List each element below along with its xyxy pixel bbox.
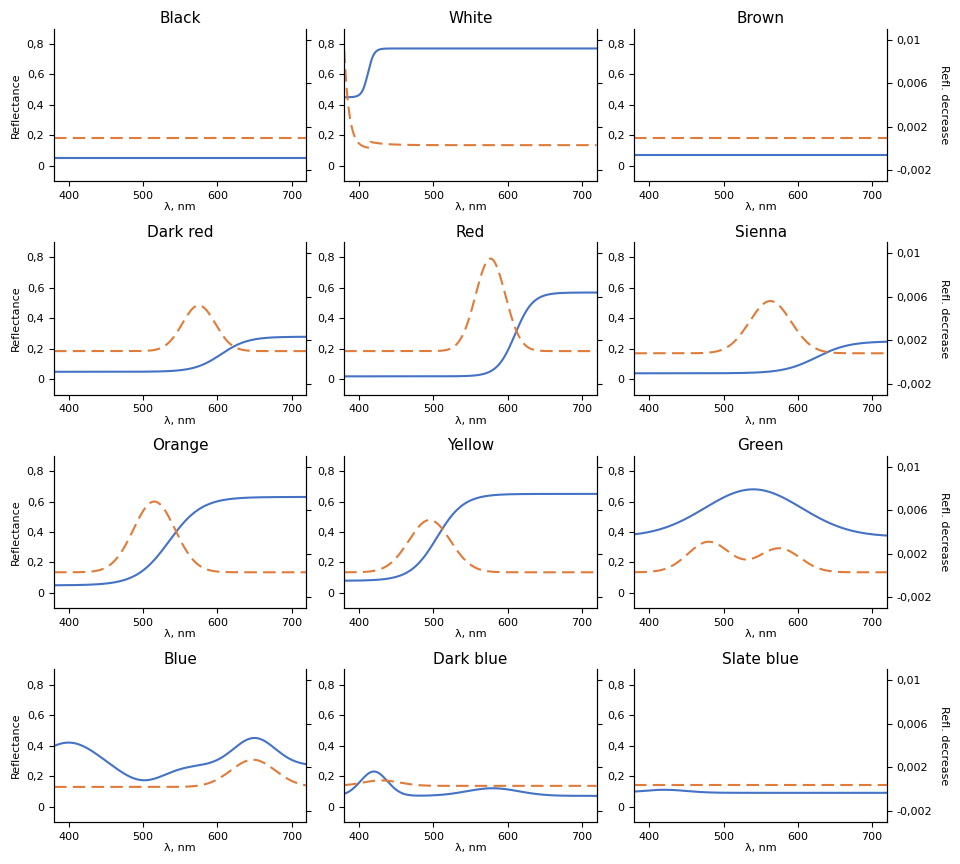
Title: Dark red: Dark red	[147, 225, 213, 239]
X-axis label: λ, nm: λ, nm	[164, 202, 196, 213]
Y-axis label: Reflectance: Reflectance	[12, 713, 21, 778]
Y-axis label: Refl. decrease: Refl. decrease	[939, 492, 948, 572]
Y-axis label: Reflectance: Reflectance	[12, 72, 21, 137]
X-axis label: λ, nm: λ, nm	[164, 629, 196, 639]
Title: Brown: Brown	[736, 11, 784, 26]
X-axis label: λ, nm: λ, nm	[164, 843, 196, 853]
X-axis label: λ, nm: λ, nm	[455, 416, 487, 426]
Y-axis label: Reflectance: Reflectance	[12, 286, 21, 352]
Y-axis label: Reflectance: Reflectance	[12, 499, 21, 565]
Title: Blue: Blue	[163, 651, 197, 667]
Title: Orange: Orange	[152, 438, 208, 454]
X-axis label: λ, nm: λ, nm	[455, 629, 487, 639]
Title: Green: Green	[737, 438, 784, 454]
Title: Yellow: Yellow	[447, 438, 494, 454]
Title: Sienna: Sienna	[734, 225, 786, 239]
X-axis label: λ, nm: λ, nm	[164, 416, 196, 426]
Title: White: White	[448, 11, 492, 26]
X-axis label: λ, nm: λ, nm	[745, 629, 777, 639]
X-axis label: λ, nm: λ, nm	[455, 202, 487, 213]
X-axis label: λ, nm: λ, nm	[745, 416, 777, 426]
Y-axis label: Refl. decrease: Refl. decrease	[939, 706, 948, 785]
Title: Red: Red	[456, 225, 485, 239]
X-axis label: λ, nm: λ, nm	[745, 843, 777, 853]
Title: Slate blue: Slate blue	[722, 651, 799, 667]
X-axis label: λ, nm: λ, nm	[455, 843, 487, 853]
Y-axis label: Refl. decrease: Refl. decrease	[939, 66, 948, 144]
Title: Dark blue: Dark blue	[433, 651, 508, 667]
X-axis label: λ, nm: λ, nm	[745, 202, 777, 213]
Y-axis label: Refl. decrease: Refl. decrease	[939, 279, 948, 358]
Title: Black: Black	[159, 11, 201, 26]
